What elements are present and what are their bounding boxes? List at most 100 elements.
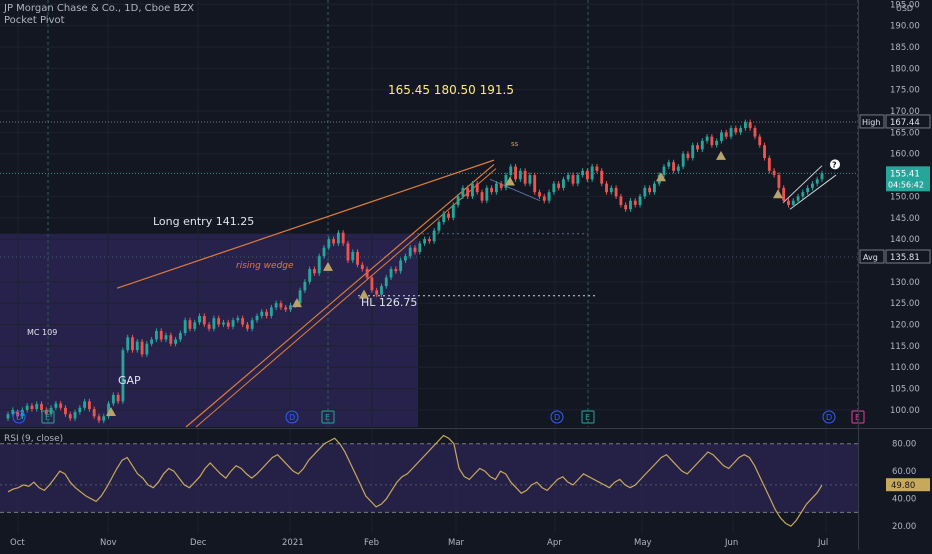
candle-body [729,128,733,137]
time-tick-label: 2021 [282,538,304,548]
candle-body [562,179,565,188]
candle-body [164,335,168,340]
candle-body [686,153,690,158]
rsi-line [7,434,823,527]
pocket-pivot-marker [292,298,302,308]
pocket-pivot-marker [106,407,116,417]
candle-body [202,315,206,325]
candle-body [609,187,613,193]
candle-body [140,341,144,355]
symbol-title: JP Morgan Chase & Co., 1D, Cboe BZX [4,3,195,14]
wedge-lower-line [185,163,495,428]
candle-body [375,290,379,295]
candle-body [198,315,201,323]
candle-body [250,320,254,329]
candle-body [327,239,331,248]
candle-body [427,239,431,242]
candle-body [30,405,34,410]
rsi-value-box [886,478,930,492]
candle-body [418,243,422,252]
candle-body [787,200,790,205]
candle-body [341,232,345,244]
candle-body [437,222,441,231]
candle-body [87,401,91,410]
price-tick-label: 110.00 [890,363,920,373]
question-icon-glyph: ? [832,160,837,169]
candle-body [54,403,58,408]
price-tick-label: 180.00 [890,64,920,74]
candle-body [241,318,245,325]
candle-body [284,307,288,310]
candle-body [159,330,163,340]
candle-body [102,416,106,421]
rising-wedge-annotation: rising wedge [236,261,294,271]
candle-body [600,170,604,184]
candle-body [313,269,316,274]
long-entry-annotation: Long entry 141.25 [153,215,254,228]
avg-tag-label: Avg [863,253,878,262]
candle-body [35,403,39,410]
candle-body [399,260,403,272]
candle-body [442,213,446,223]
pocket-pivot-marker [359,289,369,299]
candle-body [705,136,709,141]
candle-body [265,311,268,316]
candle-body [485,187,489,201]
candle-body [528,175,532,184]
candle-body [121,350,125,402]
dividend-marker [822,410,836,424]
candle-body [245,324,249,329]
candle-body [638,196,642,205]
candle-body [107,403,110,417]
candle-body [169,335,173,344]
current-price-box [886,166,930,192]
candle-body [557,183,561,188]
candle-body [619,196,623,205]
candle-body [595,166,599,171]
candle-body [111,394,115,404]
candle-body [777,175,781,188]
candle-body [509,166,513,176]
candle-body [236,318,240,321]
price-tick-label: 150.00 [890,192,920,202]
candle-body [471,183,474,197]
candle-body [332,239,336,244]
event-marker-letter: E [585,413,590,422]
candle-body [59,403,63,408]
candle-body [255,315,259,321]
candle-body [672,162,675,171]
candle-body [614,187,618,197]
time-tick-label: Jul [817,538,828,548]
event-marker-letter: D [289,413,295,422]
candle-body [629,200,632,210]
event-marker-letter: D [16,413,22,422]
candle-body [11,409,15,415]
event-marker-letter: E [325,413,330,422]
candle-body [648,187,652,193]
earnings-marker [581,410,595,424]
candle-body [97,416,101,421]
rsi-title: RSI (9, close) [4,434,63,444]
candle-body [643,187,647,197]
price-tick-label: 115.00 [890,342,920,352]
candle-body [523,170,527,184]
price-tick-label: 145.00 [890,214,920,224]
candle-body [150,339,154,344]
channel-upper-line [782,165,823,204]
candle-body [413,247,417,252]
candle-body [423,239,427,244]
candle-body [676,166,680,171]
candle-body [336,232,340,244]
candle-body [796,196,800,201]
candle-body [447,213,450,218]
candle-body [20,409,24,417]
candle-body [810,183,814,188]
indicator-label: Pocket Pivot [4,15,65,26]
rsi-tick-label: 80.00 [892,440,916,450]
candle-body [571,175,575,184]
pocket-pivot-marker [773,189,783,199]
candle-body [116,394,120,402]
candle-body [715,140,719,146]
avg-value-label: 135.81 [890,253,920,263]
